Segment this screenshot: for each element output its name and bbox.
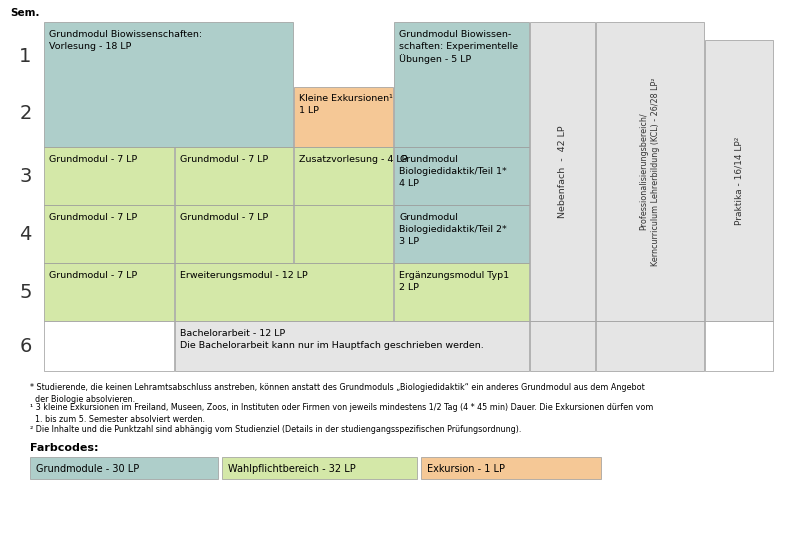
Text: Sem.: Sem. [10, 8, 40, 18]
Text: ² Die Inhalte und die Punktzahl sind abhängig vom Studienziel (Details in der st: ² Die Inhalte und die Punktzahl sind abh… [30, 425, 521, 434]
Text: Grundmodul Biowissen-
schaften: Experimentelle
Übungen - 5 LP: Grundmodul Biowissen- schaften: Experime… [399, 30, 518, 64]
Text: Professionalisierungsbereich/
Kerncurriculum Lehrerbildung (KCL) - 26/28 LP²: Professionalisierungsbereich/ Kerncurric… [640, 77, 660, 266]
Text: Erweiterungsmodul - 12 LP: Erweiterungsmodul - 12 LP [180, 271, 308, 280]
Bar [596, 321, 704, 371]
Bar [222, 457, 417, 479]
Bar [394, 263, 529, 321]
Text: Grundmodul Biowissenschaften:
Vorlesung - 18 LP: Grundmodul Biowissenschaften: Vorlesung … [49, 30, 202, 51]
Bar [44, 22, 293, 147]
Bar [705, 40, 773, 321]
Bar [530, 22, 595, 321]
Text: 4: 4 [19, 224, 32, 244]
Text: Grundmodul
Biologiedidaktik/Teil 1*
4 LP: Grundmodul Biologiedidaktik/Teil 1* 4 LP [399, 155, 507, 188]
Bar [394, 22, 529, 147]
Bar [175, 263, 393, 321]
Text: Kleine Exkursionen¹
1 LP: Kleine Exkursionen¹ 1 LP [299, 94, 393, 115]
Text: ¹ 3 kleine Exkursionen im Freiland, Museen, Zoos, in Instituten oder Firmen von : ¹ 3 kleine Exkursionen im Freiland, Muse… [30, 403, 654, 424]
Text: Zusatzvorlesung - 4 LP: Zusatzvorlesung - 4 LP [299, 155, 407, 164]
Bar [421, 457, 601, 479]
Text: 1: 1 [19, 48, 32, 67]
Bar [394, 205, 529, 263]
Text: Bachelorarbeit - 12 LP
Die Bachelorarbeit kann nur im Hauptfach geschrieben werd: Bachelorarbeit - 12 LP Die Bachelorarbei… [180, 329, 484, 350]
Bar [44, 263, 174, 321]
Bar [530, 321, 595, 371]
Text: 5: 5 [19, 282, 32, 301]
Bar [175, 205, 293, 263]
Text: 2: 2 [19, 104, 32, 123]
Text: Grundmodul - 7 LP: Grundmodul - 7 LP [180, 213, 268, 222]
Bar [30, 457, 218, 479]
Bar [294, 147, 393, 205]
Text: Wahlpflichtbereich - 32 LP: Wahlpflichtbereich - 32 LP [228, 465, 356, 474]
Text: Exkursion - 1 LP: Exkursion - 1 LP [427, 465, 505, 474]
Text: Grundmodule - 30 LP: Grundmodule - 30 LP [36, 465, 139, 474]
Text: * Studierende, die keinen Lehramtsabschluss anstreben, können anstatt des Grundm: * Studierende, die keinen Lehramtsabschl… [30, 383, 645, 405]
Text: Grundmodul - 7 LP: Grundmodul - 7 LP [180, 155, 268, 164]
Text: Grundmodul - 7 LP: Grundmodul - 7 LP [49, 271, 137, 280]
Bar [44, 321, 174, 371]
Bar [294, 87, 393, 147]
Text: Grundmodul - 7 LP: Grundmodul - 7 LP [49, 213, 137, 222]
Text: Ergänzungsmodul Typ1
2 LP: Ergänzungsmodul Typ1 2 LP [399, 271, 509, 292]
Bar [705, 321, 773, 371]
Text: Grundmodul - 7 LP: Grundmodul - 7 LP [49, 155, 137, 164]
Text: Nebenfach  -  42 LP: Nebenfach - 42 LP [558, 125, 567, 218]
Bar [175, 147, 293, 205]
Bar [394, 147, 529, 205]
Text: Grundmodul
Biologiedidaktik/Teil 2*
3 LP: Grundmodul Biologiedidaktik/Teil 2* 3 LP [399, 213, 507, 246]
Bar [596, 22, 704, 321]
Bar [294, 205, 393, 263]
Bar [44, 205, 174, 263]
Text: 3: 3 [19, 167, 32, 186]
Text: Farbcodes:: Farbcodes: [30, 443, 99, 453]
Text: 6: 6 [19, 336, 32, 355]
Text: Praktika - 16/14 LP²: Praktika - 16/14 LP² [734, 136, 743, 225]
Bar [44, 147, 174, 205]
Bar [175, 321, 529, 371]
